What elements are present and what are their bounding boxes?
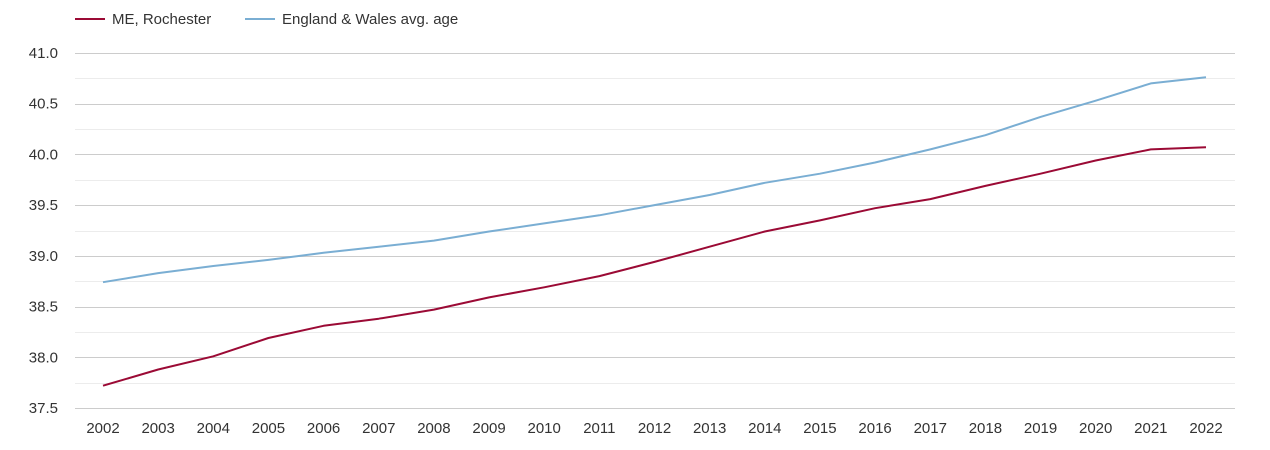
legend-label: ME, Rochester [112, 11, 211, 28]
y-tick-label: 39.0 [29, 248, 58, 265]
x-tick-label: 2005 [252, 420, 285, 437]
chart-series [102, 76, 1207, 387]
chart-legend: ME, Rochester England & Wales avg. age [75, 11, 458, 28]
x-tick-label: 2019 [1024, 420, 1057, 437]
x-tick-label: 2011 [583, 420, 615, 437]
y-tick-label: 41.0 [29, 45, 58, 62]
x-tick-label: 2010 [528, 420, 561, 437]
y-tick-label: 37.5 [29, 400, 58, 417]
x-tick-label: 2016 [858, 420, 891, 437]
x-tick-label: 2002 [86, 420, 119, 437]
x-tick-label: 2014 [748, 420, 781, 437]
x-tick-label: 2009 [472, 420, 505, 437]
y-tick-label: 38.0 [29, 349, 58, 366]
x-tick-label: 2007 [362, 420, 395, 437]
y-tick-label: 40.5 [29, 96, 58, 113]
x-tick-label: 2017 [914, 420, 947, 437]
y-axis: 37.5 38.0 38.5 39.0 39.5 40.0 40.5 41.0 [29, 45, 58, 417]
x-tick-label: 2003 [141, 420, 174, 437]
series-line [102, 76, 1207, 284]
x-tick-label: 2021 [1134, 420, 1167, 437]
chart-grid [75, 53, 1235, 409]
x-tick-label: 2020 [1079, 420, 1112, 437]
y-tick-label: 39.5 [29, 197, 58, 214]
y-tick-label: 40.0 [29, 146, 58, 163]
legend-item: ME, Rochester [75, 11, 211, 28]
x-tick-label: 2004 [197, 420, 230, 437]
y-tick-label: 38.5 [29, 299, 58, 316]
x-tick-label: 2013 [693, 420, 726, 437]
x-tick-label: 2006 [307, 420, 340, 437]
legend-label: England & Wales avg. age [282, 11, 458, 28]
x-tick-label: 2015 [803, 420, 836, 437]
x-tick-label: 2012 [638, 420, 671, 437]
x-tick-label: 2018 [969, 420, 1002, 437]
x-axis: 2002 2003 2004 2005 2006 2007 2008 2009 2010 2011… [86, 420, 1222, 437]
legend-item: England & Wales avg. age [245, 11, 458, 28]
x-tick-label: 2008 [417, 420, 450, 437]
x-tick-label: 2022 [1189, 420, 1222, 437]
series-line [102, 146, 1207, 387]
